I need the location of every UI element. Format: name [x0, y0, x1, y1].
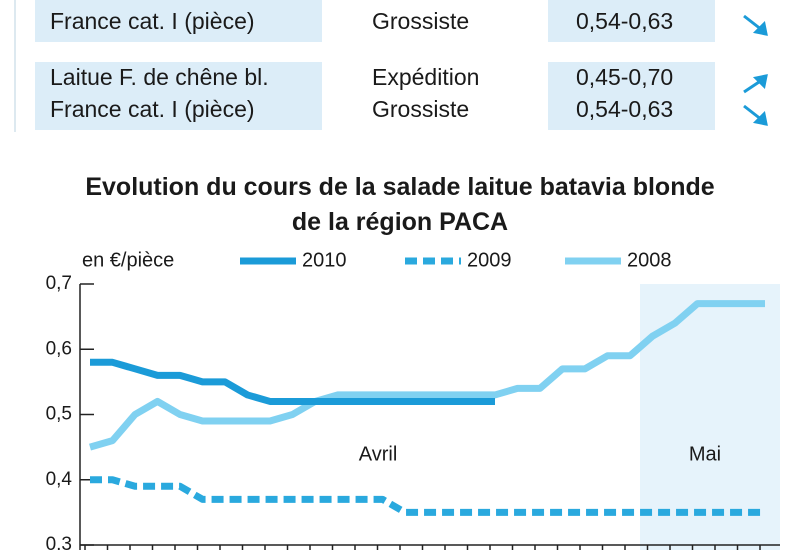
table-cell: Grossiste: [372, 8, 470, 34]
table-cell: France cat. I (pièce): [50, 96, 255, 122]
series-line: [89, 300, 765, 451]
table-cell: 0,54-0,63: [576, 96, 674, 122]
chart: 0,3 0,4 0,5 0,6 0,7 en €/pièce 2010 2009 2008 Avr…: [46, 249, 780, 550]
cell-bg: [35, 0, 322, 42]
table-frame: [14, 0, 16, 132]
y-axis-label: en €/pièce: [82, 249, 174, 271]
y-tick-label: 0,5: [46, 404, 72, 425]
chart-title: Evolution du cours de la salade laitue b…: [85, 173, 715, 236]
table-cell: Expédition: [372, 64, 480, 90]
table-cell: 0,45-0,70: [576, 64, 674, 90]
table-cell: Grossiste: [372, 96, 470, 122]
y-tick-label: 0,4: [46, 469, 73, 490]
annotation: Avril: [359, 443, 398, 465]
trend-icons: [743, 14, 768, 126]
table-cell: France cat. I (pièce): [50, 8, 255, 34]
table-cell: 0,54-0,63: [576, 8, 674, 34]
series-line: [90, 358, 495, 405]
cell-bg: [35, 62, 322, 130]
table-cell: Laitue F. de chêne bl.: [50, 64, 269, 90]
trend-down: [743, 104, 768, 126]
cell-bg: [548, 0, 715, 42]
y-tick-label: 0,6: [46, 338, 72, 359]
series-line: [90, 476, 765, 516]
trend-down: [743, 14, 768, 36]
legend-label: 2010: [302, 249, 347, 271]
cell-bg: [548, 62, 715, 130]
legend-label: 2009: [467, 249, 512, 271]
annotation: Mai: [689, 443, 721, 465]
trend-up: [743, 74, 768, 94]
y-tick-label: 0,7: [46, 273, 72, 294]
y-tick-label: 0,3: [46, 534, 72, 550]
legend-label: 2008: [627, 249, 672, 271]
